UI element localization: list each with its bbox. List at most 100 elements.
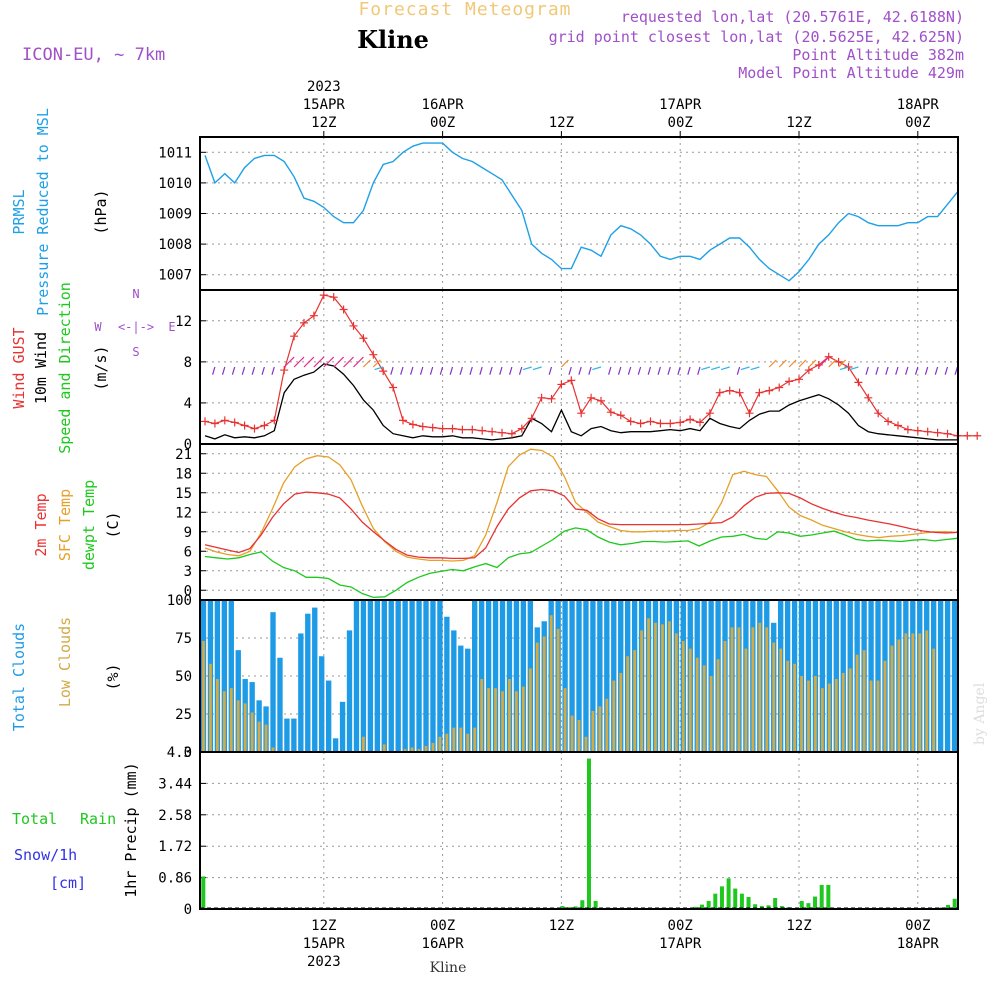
clouds-tick-label: 75 (175, 631, 192, 647)
clouds-tick-label: 50 (175, 669, 192, 685)
wind-arrow (343, 356, 354, 368)
wind-arrow (905, 366, 909, 375)
wind-arrow (608, 366, 612, 375)
low-cloud-bar (417, 748, 421, 752)
total-cloud-bar (499, 600, 506, 752)
bottom-time-label: 17APR (659, 936, 702, 952)
low-cloud-bar (668, 621, 671, 752)
gust-line-marker (775, 383, 784, 392)
gust-line-marker (725, 386, 734, 395)
low-cloud-bar (487, 688, 490, 752)
low-cloud-bar (236, 700, 240, 752)
low-cloud-bar (382, 744, 386, 752)
low-cloud-bar (209, 663, 212, 752)
low-cloud-bar (633, 650, 637, 752)
wind-arrow (914, 366, 919, 375)
low-cloud-bar (827, 683, 831, 752)
wind-arrow (231, 366, 236, 375)
wind-arrow (895, 366, 899, 375)
top-time-label: 17APR (659, 97, 702, 113)
precip-bar (746, 896, 751, 909)
gust-line-marker (795, 375, 803, 384)
low-cloud-bar (647, 618, 650, 752)
low-cloud-bar (640, 630, 643, 752)
low-cloud-bar (890, 645, 894, 752)
total-cloud-bar (583, 600, 589, 752)
total-cloud-bar (485, 600, 492, 752)
gust-line-marker (379, 367, 388, 376)
gust-line-marker (884, 417, 893, 426)
gust-line-marker (626, 417, 635, 426)
precip-bar (719, 886, 724, 909)
total-cloud-bar (513, 600, 520, 752)
wind-line (204, 363, 958, 441)
wind-arrow (212, 366, 216, 375)
gust-line-marker (537, 393, 546, 402)
wind-arrow (560, 359, 569, 368)
gust-line-marker (735, 388, 744, 397)
low-cloud-bar (674, 633, 678, 752)
top-time-label: 00Z (668, 115, 693, 131)
temp2m-label: 2m Temp (32, 493, 50, 556)
temp-tick-label: 12 (175, 505, 192, 521)
wind-arrow (818, 356, 830, 368)
bottom-time-label: 00Z (668, 918, 693, 934)
wind-arrow (323, 356, 335, 368)
gust-line-marker (418, 422, 427, 431)
low-cloud-bar (807, 680, 810, 752)
precip-tick-label: 0 (184, 902, 192, 918)
low-cloud-bar (438, 736, 442, 752)
wind-arrow (934, 366, 939, 375)
wind-arrow (677, 366, 681, 375)
wind-arrow (798, 359, 807, 368)
pressure-tick-label: 1010 (158, 176, 192, 192)
gust-line-marker (894, 421, 902, 430)
precip-bar (706, 900, 711, 909)
low-cloud-bar (869, 680, 873, 752)
gust-line-marker (478, 426, 487, 435)
gust-line (204, 294, 978, 437)
precip-bar (753, 904, 758, 909)
wind-arrow (313, 356, 325, 368)
sfc-temp-line (204, 448, 958, 562)
total-cloud-bar (465, 648, 471, 752)
compass-rose: N <-|-> W E S (94, 287, 175, 359)
low-cloud-bar (925, 630, 929, 752)
wind-arrow (479, 366, 483, 375)
gust-line-marker (933, 428, 942, 437)
low-cloud-bar (654, 622, 657, 752)
low-cloud-bar (821, 688, 824, 752)
low-cloud-bar (257, 721, 261, 752)
gust-line-marker (874, 409, 883, 418)
low-cloud-bar (362, 736, 365, 752)
wind-arrow (410, 366, 414, 375)
model-point-altitude: Model Point Altitude 429m (738, 64, 964, 82)
low-cloud-bar (577, 720, 581, 752)
low-cloud-bar (688, 648, 692, 752)
wind-arrow (750, 366, 760, 371)
low-cloud-bar (695, 657, 699, 752)
gust-line-marker (220, 416, 229, 425)
precip-bar (739, 893, 744, 909)
total-cloud-bar (833, 600, 839, 752)
gust-line-marker (468, 425, 477, 434)
precip-bar (813, 896, 818, 909)
wind-arrow (778, 359, 787, 368)
chart-title: Forecast Meteogram (358, 0, 571, 20)
precip-bar (819, 884, 824, 909)
gust-line-marker (745, 409, 754, 418)
bottom-time-label: 2023 (307, 954, 341, 970)
gust-line-marker (359, 334, 368, 343)
bottom-station-name: Kline (430, 960, 467, 976)
gust-line-marker (488, 427, 497, 436)
wind-arrow (251, 366, 256, 375)
total-cloud-bar (409, 600, 415, 752)
wind-arrow (849, 366, 859, 371)
wind-arrow (768, 359, 777, 368)
precip-bar (826, 884, 831, 909)
top-time-label: 12Z (311, 115, 336, 131)
low-cloud-bar (264, 724, 268, 752)
gust-line-marker (864, 393, 873, 402)
dewpt-label: dewpt Temp (80, 480, 98, 570)
